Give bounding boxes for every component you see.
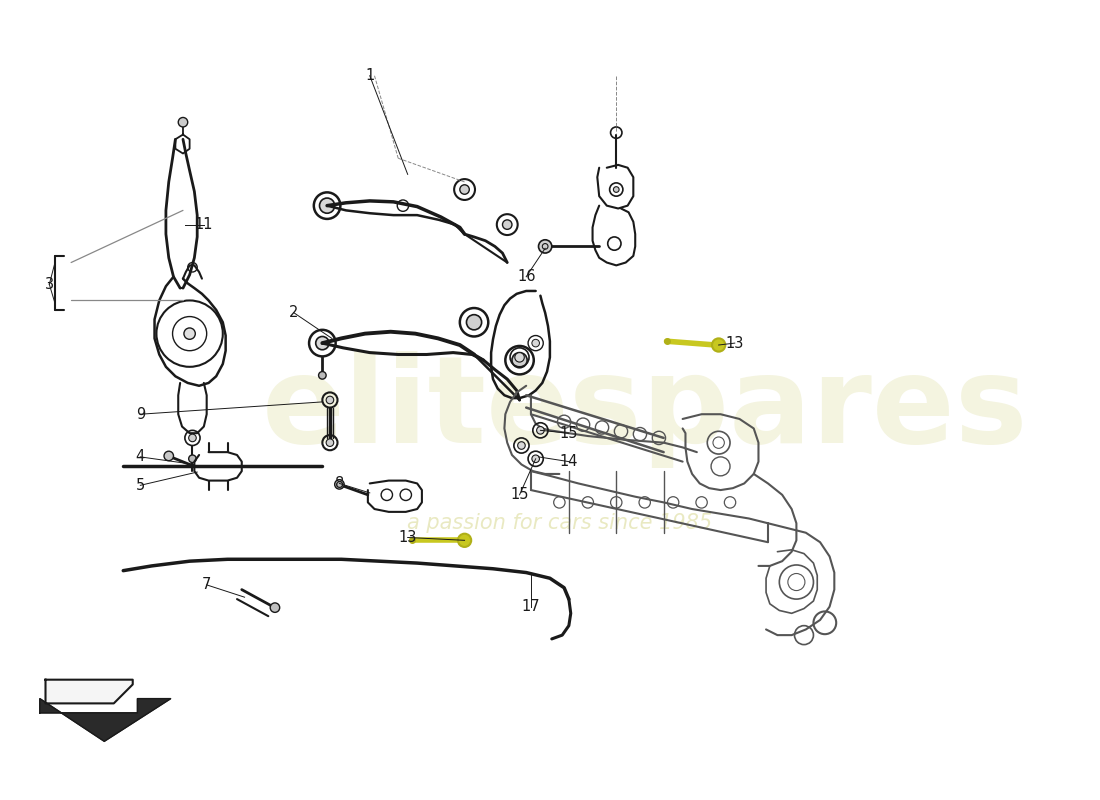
Circle shape	[164, 451, 174, 461]
Circle shape	[537, 426, 544, 434]
Text: 17: 17	[521, 599, 540, 614]
Text: 16: 16	[517, 270, 536, 284]
Circle shape	[326, 396, 333, 404]
Circle shape	[178, 118, 188, 127]
Text: 11: 11	[195, 217, 213, 232]
Circle shape	[460, 185, 470, 194]
Circle shape	[184, 328, 196, 339]
Text: 1: 1	[365, 68, 374, 83]
Text: 8: 8	[334, 476, 344, 491]
Circle shape	[334, 480, 344, 489]
Circle shape	[614, 186, 619, 192]
Circle shape	[512, 353, 527, 368]
Text: elitespares: elitespares	[262, 351, 1028, 468]
Circle shape	[271, 603, 279, 612]
Text: 2: 2	[289, 306, 298, 320]
Text: 15: 15	[510, 487, 529, 502]
Circle shape	[712, 338, 725, 352]
Circle shape	[189, 434, 196, 442]
Text: 7: 7	[202, 578, 211, 592]
Circle shape	[316, 337, 329, 350]
Circle shape	[319, 371, 326, 379]
Circle shape	[532, 455, 539, 462]
Circle shape	[326, 439, 333, 446]
Circle shape	[515, 353, 525, 362]
Text: a passion for cars since 1985: a passion for cars since 1985	[407, 514, 712, 534]
Circle shape	[189, 455, 196, 462]
Circle shape	[458, 534, 471, 547]
Text: 3: 3	[45, 277, 54, 292]
Text: 9: 9	[135, 406, 145, 422]
Text: 15: 15	[560, 426, 579, 441]
Text: 14: 14	[560, 454, 579, 469]
Text: 5: 5	[135, 478, 145, 493]
Circle shape	[539, 240, 552, 253]
Circle shape	[532, 339, 539, 347]
Polygon shape	[45, 680, 133, 703]
Text: 13: 13	[726, 336, 744, 350]
Circle shape	[319, 198, 334, 214]
Text: 4: 4	[135, 450, 145, 464]
Circle shape	[503, 220, 512, 230]
Circle shape	[518, 442, 525, 450]
Circle shape	[466, 314, 482, 330]
Text: 13: 13	[398, 530, 417, 545]
Polygon shape	[40, 698, 170, 742]
